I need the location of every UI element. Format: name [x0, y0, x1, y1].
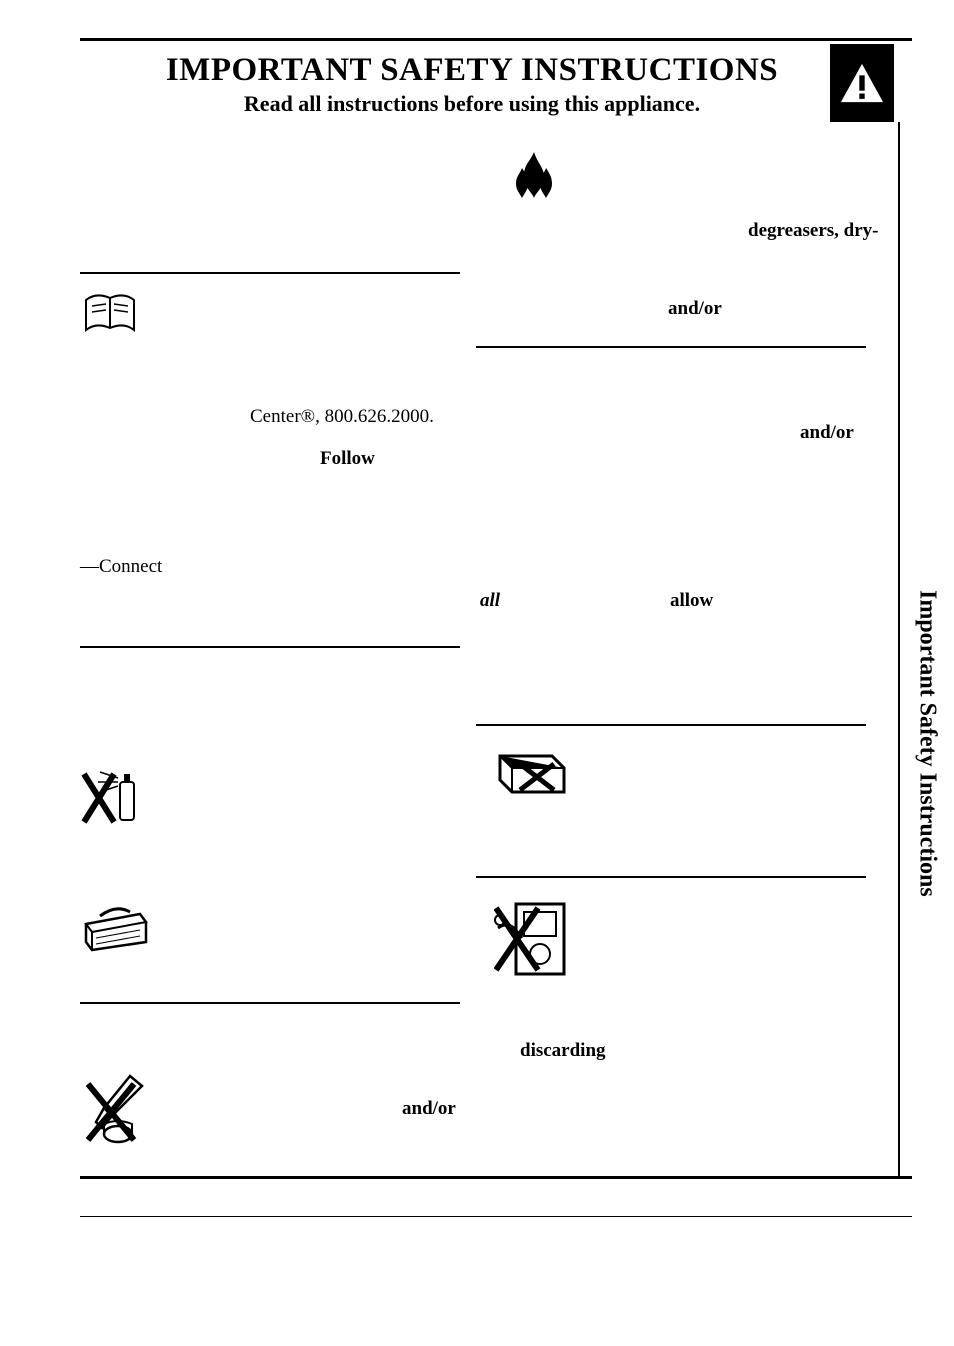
header: IMPORTANT SAFETY INSTRUCTIONS Read all i… — [80, 52, 864, 117]
text-degreasers: degreasers, dry- — [748, 220, 879, 242]
alert-triangle-icon — [839, 60, 885, 106]
text-center-phone: Center®, 800.626.2000. — [250, 406, 434, 428]
flame-icon — [502, 148, 566, 217]
no-chemicals-icon — [82, 1072, 150, 1151]
text-connect: —Connect — [80, 556, 162, 578]
toolbox-icon — [80, 902, 150, 957]
side-tab-label: Important Safety Instructions — [914, 590, 941, 897]
rule-l2 — [80, 646, 460, 648]
text-andor-1: and/or — [668, 298, 722, 320]
no-inside-washer-icon — [494, 746, 570, 807]
bottom-rule-2 — [80, 1216, 912, 1217]
bottom-rule — [80, 1176, 912, 1179]
text-allow: allow — [670, 590, 713, 612]
rule-r3 — [476, 876, 866, 878]
text-andor-2: and/or — [800, 422, 854, 444]
text-discarding: discarding — [520, 1040, 606, 1062]
page: IMPORTANT SAFETY INSTRUCTIONS Read all i… — [0, 0, 954, 1346]
rule-l3 — [80, 1002, 460, 1004]
text-all: all — [480, 590, 500, 612]
no-reach-in-icon — [494, 898, 572, 985]
warning-badge — [830, 44, 894, 122]
text-andor-3: and/or — [402, 1098, 456, 1120]
side-tab: Important Safety Instructions — [900, 590, 954, 902]
rule-r2 — [476, 724, 866, 726]
rule-r1 — [476, 346, 866, 348]
no-aerosol-icon — [80, 768, 144, 833]
manual-icon — [82, 290, 138, 343]
page-title: IMPORTANT SAFETY INSTRUCTIONS — [80, 52, 864, 89]
rule-l1 — [80, 272, 460, 274]
page-subtitle: Read all instructions before using this … — [80, 91, 864, 117]
text-follow: Follow — [320, 448, 375, 470]
top-rule — [80, 38, 912, 41]
